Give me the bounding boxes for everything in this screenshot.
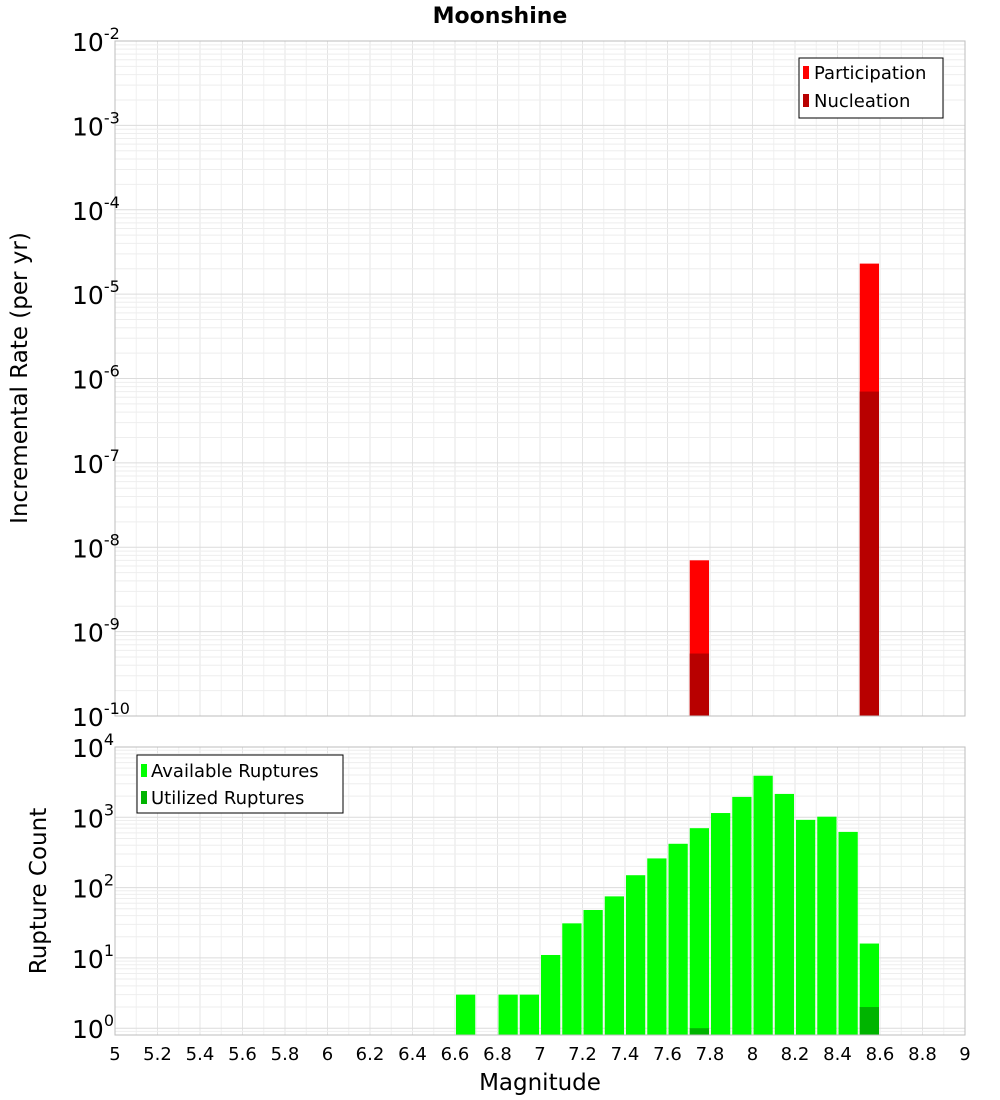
chart-title: Moonshine	[433, 4, 568, 29]
y-tick-label: 103	[72, 800, 114, 833]
x-tick-label: 7.2	[568, 1044, 597, 1065]
y-tick-label: 10-4	[72, 193, 120, 226]
x-tick-label: 5.6	[228, 1044, 257, 1065]
count-plot-border	[114, 746, 966, 1036]
x-tick-label: 6.8	[483, 1044, 512, 1065]
count-legend-box	[136, 754, 344, 814]
x-tick-label: 6.4	[398, 1044, 427, 1065]
x-axis-label: Magnitude	[479, 1070, 601, 1096]
count-bar-b	[689, 1028, 709, 1035]
x-tick-label: 7.4	[611, 1044, 640, 1065]
x-tick-label: 6	[322, 1044, 333, 1065]
y-tick-label: 102	[72, 871, 114, 904]
y-tick-label: 10-2	[72, 24, 120, 57]
count-bar-a	[604, 896, 624, 1035]
count-bars	[456, 775, 879, 1035]
count-bar-a	[817, 816, 837, 1035]
count-bar-a	[519, 994, 539, 1035]
count-bar-b	[859, 1007, 879, 1035]
count-bar-a	[583, 910, 603, 1035]
y-tick-label: 101	[72, 941, 114, 974]
x-tick-label: 9	[959, 1044, 970, 1065]
x-tick-label: 5	[109, 1044, 120, 1065]
x-tick-label: 5.4	[186, 1044, 215, 1065]
rate-gridlines	[115, 41, 965, 717]
x-tick-label: 5.8	[271, 1044, 300, 1065]
y-tick-label: 100	[72, 1011, 114, 1044]
legend-label-nucleation: Nucleation	[814, 91, 910, 112]
count-bar-a	[647, 858, 667, 1035]
count-legend: Available Ruptures Utilized Ruptures	[136, 754, 344, 814]
count-bar-a	[668, 843, 688, 1035]
count-bar-a	[456, 994, 476, 1035]
rate-bars	[689, 263, 879, 716]
rate-plot-border	[114, 40, 966, 717]
legend-label-participation: Participation	[814, 63, 926, 84]
y-tick-label: 10-3	[72, 108, 120, 141]
rate-bar-b	[689, 653, 709, 716]
count-y-ticks: 100 101 102 103 104	[72, 730, 114, 1044]
rate-legend: Participation Nucleation	[798, 57, 944, 119]
count-x-ticks: 5 5.2 5.4 5.6 5.8 6 6.2 6.4 6.6 6.8 7 7.2 7.4 7.6 7.8 8…	[109, 1044, 970, 1065]
count-y-axis-label: Rupture Count	[26, 808, 52, 974]
count-bar-a	[711, 813, 731, 1035]
rate-panel: 10-10 10-9 10-8 10-7 10-6 10-5 10-4 10-3 10-2 In…	[7, 24, 966, 732]
y-tick-label: 10-10	[72, 699, 130, 732]
count-panel: 100 101 102 103 104 5 5.2 5.4 5.6 5.8 6 6.2 6.4 6.6 6…	[26, 730, 971, 1096]
count-bar-a	[498, 994, 518, 1035]
rate-bar-b	[859, 391, 879, 716]
y-tick-label: 10-8	[72, 530, 120, 563]
y-tick-label: 10-9	[72, 615, 120, 648]
y-tick-label: 104	[72, 730, 114, 763]
x-tick-label: 8.8	[908, 1044, 937, 1065]
count-bar-a	[838, 831, 858, 1035]
y-tick-label: 10-6	[72, 362, 120, 395]
x-tick-label: 7.6	[653, 1044, 682, 1065]
rate-y-axis-label: Incremental Rate (per yr)	[7, 232, 33, 524]
count-bar-a	[626, 875, 646, 1035]
legend-label-available: Available Ruptures	[151, 761, 319, 782]
x-tick-label: 8.4	[823, 1044, 852, 1065]
legend-swatch-nucleation	[803, 94, 809, 107]
x-tick-label: 7	[534, 1044, 545, 1065]
count-bar-a	[774, 793, 794, 1035]
y-tick-label: 10-7	[72, 446, 120, 479]
rate-y-ticks: 10-10 10-9 10-8 10-7 10-6 10-5 10-4 10-3 10-2	[72, 24, 130, 732]
x-tick-label: 5.2	[143, 1044, 172, 1065]
rate-legend-box	[798, 57, 944, 119]
count-bar-a	[562, 923, 582, 1035]
x-tick-label: 8.2	[781, 1044, 810, 1065]
count-bar-a	[541, 954, 561, 1035]
x-tick-label: 6.2	[356, 1044, 385, 1065]
x-tick-label: 8.6	[866, 1044, 895, 1065]
legend-swatch-available	[141, 764, 147, 777]
count-bar-a	[732, 796, 752, 1035]
count-bar-a	[796, 819, 816, 1035]
x-tick-label: 6.6	[441, 1044, 470, 1065]
count-bar-a	[753, 775, 773, 1035]
legend-label-utilized: Utilized Ruptures	[151, 788, 304, 809]
legend-swatch-utilized	[141, 791, 147, 804]
x-tick-label: 8	[747, 1044, 758, 1065]
y-tick-label: 10-5	[72, 277, 120, 310]
legend-swatch-participation	[803, 66, 809, 79]
count-bar-a	[689, 828, 709, 1035]
x-tick-label: 7.8	[696, 1044, 725, 1065]
